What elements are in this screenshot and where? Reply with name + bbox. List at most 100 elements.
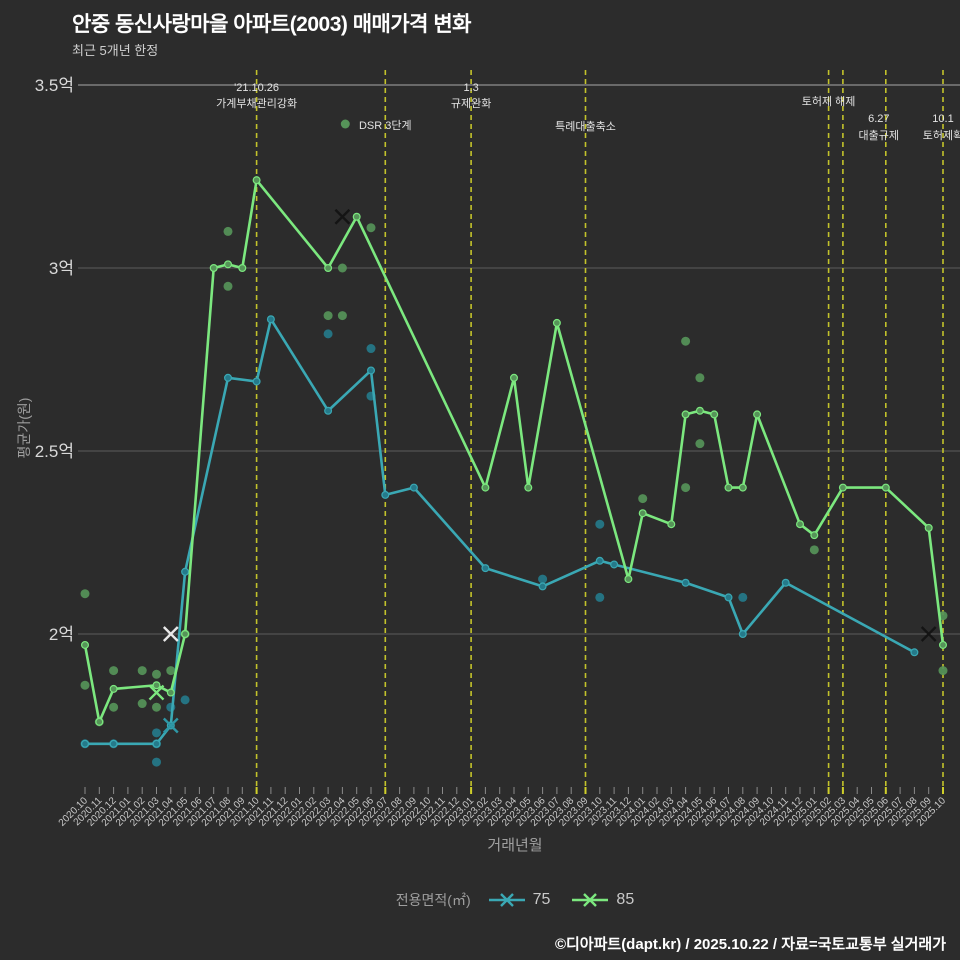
scatter-dot-75 xyxy=(180,695,190,705)
page-title: 안중 동신사랑마을 아파트(2003) 매매가격 변화 xyxy=(72,13,471,36)
event-annotation: 10.1 xyxy=(932,113,953,125)
event-annotation: DSR 3단계 xyxy=(359,119,412,132)
scatter-dot-85 xyxy=(938,666,948,676)
y-axis-title: 평균가(원) xyxy=(16,397,32,459)
vertex-dot-85 xyxy=(252,176,261,185)
event-annotation: 1.3 xyxy=(463,82,478,94)
vertex-dot-85 xyxy=(624,575,633,584)
scatter-dot-85 xyxy=(137,699,147,709)
vertex-dot-85 xyxy=(838,483,847,492)
scatter-dot-85 xyxy=(366,223,376,233)
vertex-dot-85 xyxy=(152,681,161,690)
vertex-dot-85 xyxy=(524,483,533,492)
vertex-dot-85 xyxy=(938,640,947,649)
event-annotation: 토허제확 xyxy=(923,129,960,142)
vertex-dot-85 xyxy=(238,264,247,273)
scatter-dot-85 xyxy=(223,281,233,291)
vertex-dot-85 xyxy=(924,523,933,532)
vertex-dot-85 xyxy=(80,640,89,649)
scatter-dot-75 xyxy=(152,728,161,738)
vertex-dot-85 xyxy=(681,410,690,419)
scatter-dot-85 xyxy=(695,373,705,383)
scatter-dot-75 xyxy=(595,592,605,602)
x-marker xyxy=(920,626,937,642)
annotation-dot xyxy=(340,119,350,129)
vertex-dot-75 xyxy=(610,560,619,569)
vertex-dot-85 xyxy=(224,260,233,269)
series-line-75 xyxy=(85,317,916,746)
vertex-dot-85 xyxy=(109,684,118,693)
vertex-dot-75 xyxy=(381,490,390,499)
scatter-dot-85 xyxy=(695,439,705,449)
vertex-dot-85 xyxy=(667,520,676,529)
vertex-dot-85 xyxy=(481,483,490,492)
scatter-dot-75 xyxy=(595,519,605,529)
event-annotation: 가계부채관리강화 xyxy=(216,97,297,110)
vertex-dot-75 xyxy=(781,578,790,587)
legend-marker-85 xyxy=(572,893,609,907)
x-marker xyxy=(162,717,179,734)
vertex-dot-85 xyxy=(209,264,218,273)
vertex-dot-85 xyxy=(710,410,719,419)
vertex-dot-85 xyxy=(881,483,890,492)
legend-marker-75 xyxy=(488,893,525,907)
vertex-dot-75 xyxy=(80,739,89,748)
line-75 xyxy=(80,315,919,748)
event-annotation: 특례대출축소 xyxy=(555,120,616,133)
legend-label: 전용면적(㎡) xyxy=(395,892,471,908)
vertex-dot-75 xyxy=(152,739,161,748)
scatter-dot-85 xyxy=(681,483,691,493)
scatter-dot-75 xyxy=(152,757,161,767)
vertex-dot-75 xyxy=(266,315,275,324)
vertex-dot-75 xyxy=(595,556,604,565)
vertex-dot-85 xyxy=(324,264,333,273)
x-markers xyxy=(148,208,937,734)
y-tick-label: 2.5억 xyxy=(35,442,74,461)
x-marker xyxy=(334,208,351,225)
vertex-dot-75 xyxy=(538,582,547,591)
vertex-dot-75 xyxy=(109,739,118,748)
legend-item-85: 85 xyxy=(572,891,634,909)
scatter-75 xyxy=(80,329,748,767)
y-tick-label: 3억 xyxy=(49,259,74,278)
scatter-dot-85 xyxy=(638,494,648,504)
scatter-dot-85 xyxy=(152,702,161,712)
legend-items: 75 85 xyxy=(488,891,634,909)
scatter-dot-75 xyxy=(538,574,548,584)
vertex-dot-85 xyxy=(166,688,175,697)
price-chart: 3.5억 3억 2.5억 2억 2020.102020.112020.122021.01… xyxy=(35,70,960,829)
vertex-dot-75 xyxy=(738,629,747,638)
scatter-dot-85 xyxy=(137,666,147,676)
x-axis-ticks xyxy=(84,787,944,794)
scatter-dot-75 xyxy=(366,344,376,354)
scatter-dot-85 xyxy=(323,311,333,321)
scatter-dot-85 xyxy=(152,669,161,679)
vertex-dot-85 xyxy=(510,373,519,382)
event-annotation: '21.10.26 xyxy=(234,82,279,94)
legend-item-75: 75 xyxy=(488,891,550,909)
x-marker xyxy=(162,626,179,642)
x-axis-labels: 2020.102020.112020.122021.012021.022021.… xyxy=(57,795,949,829)
vertex-dot-85 xyxy=(552,318,561,327)
scatter-dot-85 xyxy=(809,545,819,555)
vertex-dot-85 xyxy=(95,717,104,726)
scatter-dot-85 xyxy=(166,666,176,676)
event-annotation: 규제완화 xyxy=(451,97,491,110)
vertex-dot-85 xyxy=(352,212,361,221)
scatter-dot-85 xyxy=(109,666,119,676)
event-lines xyxy=(255,70,944,792)
scatter-dot-75 xyxy=(323,329,333,339)
footer-credit: ©디아파트(dapt.kr) / 2025.10.22 / 자료=국토교통부 실… xyxy=(554,936,946,953)
vertex-dot-85 xyxy=(695,406,704,415)
legend: 전용면적(㎡) 75 85 xyxy=(0,884,960,916)
page-subtitle: 최근 5개년 한정 xyxy=(72,43,159,58)
vertex-dot-75 xyxy=(324,406,333,415)
legend-item-label: 85 xyxy=(616,891,635,908)
x-marker xyxy=(148,684,165,701)
scatter-dot-85 xyxy=(109,702,119,712)
vertex-dot-85 xyxy=(181,629,190,638)
vertex-dot-85 xyxy=(753,410,762,419)
scatter-dot-85 xyxy=(80,589,90,599)
vertex-dot-75 xyxy=(481,564,490,573)
annotations: '21.10.26 가계부채관리강화 DSR 3단계 1.3 규제완화특례대출축소토허제… xyxy=(216,82,960,142)
